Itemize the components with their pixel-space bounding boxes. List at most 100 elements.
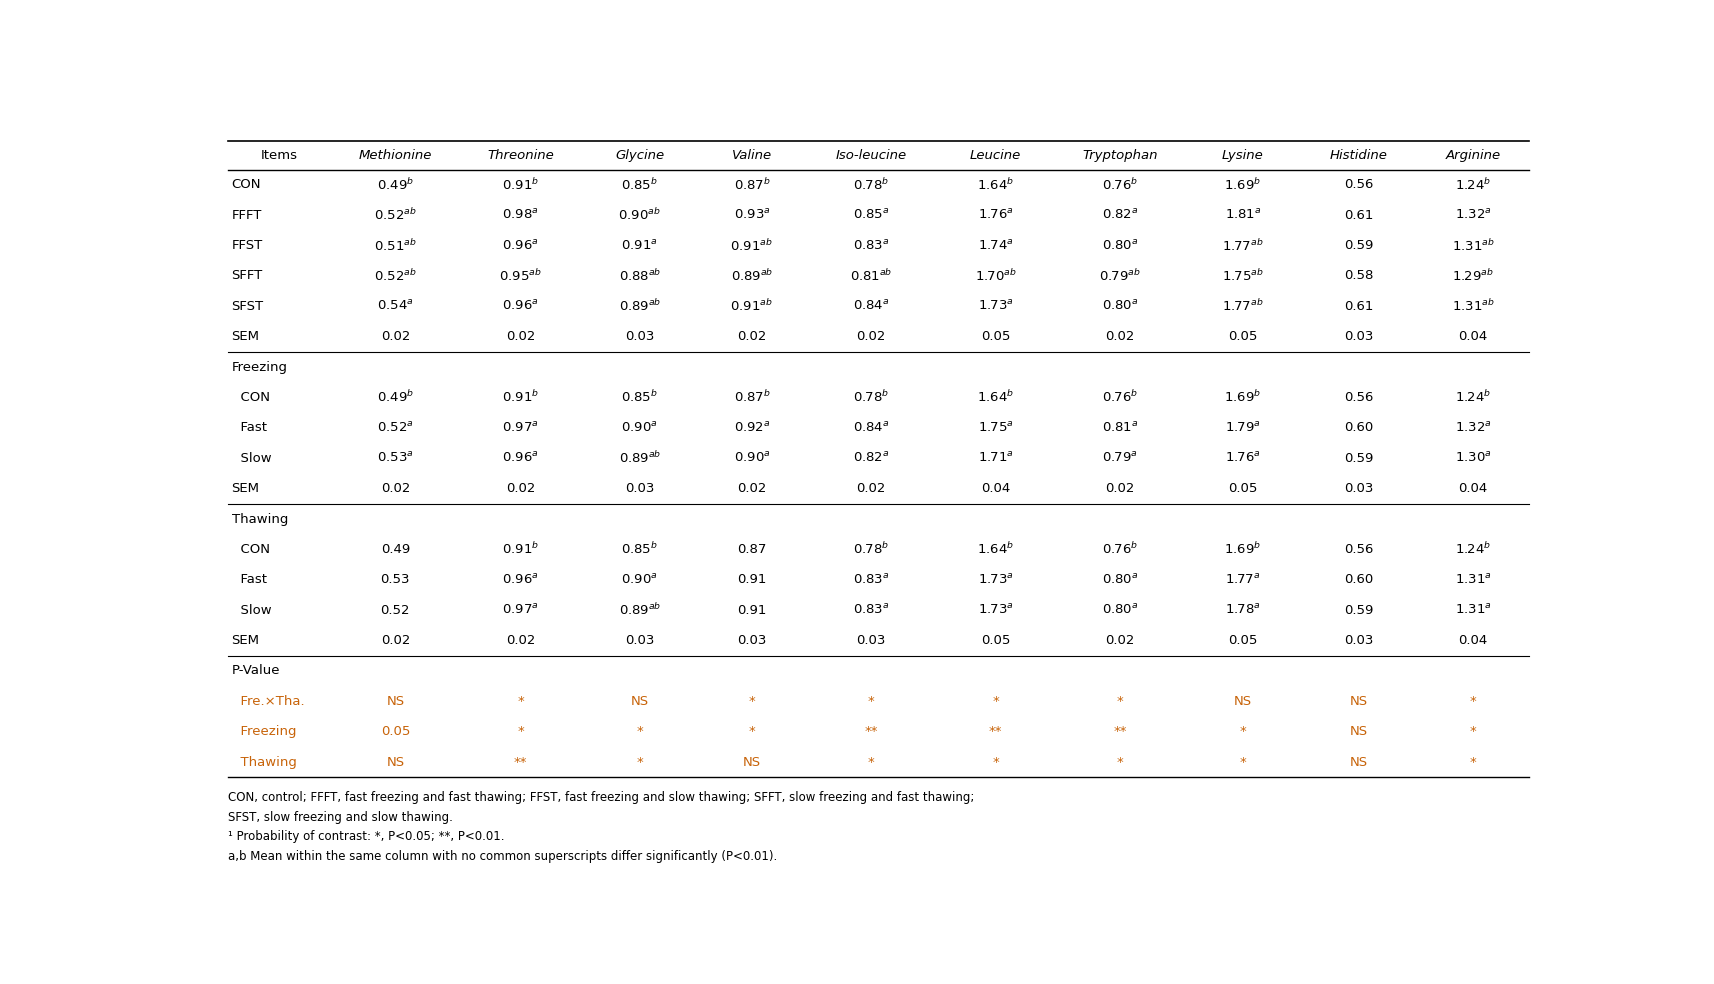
Text: 0.90$^{ab}$: 0.90$^{ab}$: [619, 208, 662, 223]
Text: 1.31$^{ab}$: 1.31$^{ab}$: [1452, 237, 1495, 254]
Text: 1.75$^{a}$: 1.75$^{a}$: [977, 421, 1013, 435]
Text: 0.91$^{b}$: 0.91$^{b}$: [502, 541, 538, 557]
Text: Methionine: Methionine: [358, 149, 432, 161]
Text: 0.49: 0.49: [381, 543, 410, 556]
Text: 1.77$^{ab}$: 1.77$^{ab}$: [1222, 298, 1263, 314]
Text: Tryptophan: Tryptophan: [1082, 149, 1157, 161]
Text: NS: NS: [1349, 756, 1368, 769]
Text: 0.56: 0.56: [1344, 178, 1373, 191]
Text: 0.02: 0.02: [506, 482, 535, 495]
Text: 0.03: 0.03: [1344, 331, 1373, 343]
Text: 0.03: 0.03: [626, 482, 655, 495]
Text: 0.83$^{a}$: 0.83$^{a}$: [854, 238, 890, 253]
Text: 0.85$^{b}$: 0.85$^{b}$: [622, 177, 658, 193]
Text: 0.78$^{b}$: 0.78$^{b}$: [854, 541, 890, 557]
Text: 0.02: 0.02: [1106, 482, 1135, 495]
Text: SEM: SEM: [231, 331, 259, 343]
Text: 0.03: 0.03: [737, 634, 766, 647]
Text: Lysine: Lysine: [1222, 149, 1263, 161]
Text: 0.05: 0.05: [980, 634, 1010, 647]
Text: 0.05: 0.05: [980, 331, 1010, 343]
Text: **: **: [864, 725, 878, 738]
Text: 1.32$^{a}$: 1.32$^{a}$: [1455, 209, 1491, 222]
Text: SFST: SFST: [231, 300, 264, 313]
Text: *: *: [636, 725, 643, 738]
Text: CON: CON: [231, 391, 269, 404]
Text: 1.77$^{a}$: 1.77$^{a}$: [1226, 573, 1260, 586]
Text: 0.78$^{b}$: 0.78$^{b}$: [854, 177, 890, 193]
Text: 0.91: 0.91: [737, 603, 766, 617]
Text: 1.70$^{ab}$: 1.70$^{ab}$: [975, 268, 1016, 284]
Text: **: **: [514, 756, 528, 769]
Text: *: *: [1469, 695, 1476, 707]
Text: 1.77$^{ab}$: 1.77$^{ab}$: [1222, 237, 1263, 254]
Text: 0.56: 0.56: [1344, 543, 1373, 556]
Text: 0.95$^{ab}$: 0.95$^{ab}$: [499, 268, 542, 284]
Text: FFFT: FFFT: [231, 209, 262, 221]
Text: ¹ Probability of contrast: *, P<0.05; **, P<0.01.: ¹ Probability of contrast: *, P<0.05; **…: [228, 830, 504, 843]
Text: 0.96$^{a}$: 0.96$^{a}$: [502, 299, 538, 313]
Text: SFST, slow freezing and slow thawing.: SFST, slow freezing and slow thawing.: [228, 811, 452, 824]
Text: 0.81$^{ab}$: 0.81$^{ab}$: [850, 268, 893, 284]
Text: Fast: Fast: [231, 421, 266, 434]
Text: 1.24$^{b}$: 1.24$^{b}$: [1455, 177, 1491, 193]
Text: 0.91$^{b}$: 0.91$^{b}$: [502, 177, 538, 193]
Text: 0.76$^{b}$: 0.76$^{b}$: [1102, 541, 1138, 557]
Text: 0.60: 0.60: [1344, 574, 1373, 586]
Text: *: *: [518, 725, 524, 738]
Text: 0.04: 0.04: [1459, 331, 1488, 343]
Text: 0.56: 0.56: [1344, 391, 1373, 404]
Text: 0.54$^{a}$: 0.54$^{a}$: [377, 299, 413, 313]
Text: 0.05: 0.05: [1229, 331, 1258, 343]
Text: 0.91: 0.91: [737, 574, 766, 586]
Text: 0.82$^{a}$: 0.82$^{a}$: [1102, 209, 1138, 222]
Text: 1.73$^{a}$: 1.73$^{a}$: [977, 299, 1013, 313]
Text: 0.89$^{ab}$: 0.89$^{ab}$: [619, 298, 662, 314]
Text: CON: CON: [231, 543, 269, 556]
Text: 0.78$^{b}$: 0.78$^{b}$: [854, 390, 890, 405]
Text: 1.24$^{b}$: 1.24$^{b}$: [1455, 541, 1491, 557]
Text: Fast: Fast: [231, 574, 266, 586]
Text: 0.04: 0.04: [980, 482, 1010, 495]
Text: 1.31$^{a}$: 1.31$^{a}$: [1455, 573, 1491, 586]
Text: 0.59: 0.59: [1344, 239, 1373, 252]
Text: 0.92$^{a}$: 0.92$^{a}$: [734, 421, 770, 435]
Text: 1.79$^{a}$: 1.79$^{a}$: [1226, 421, 1262, 435]
Text: 0.84$^{a}$: 0.84$^{a}$: [854, 299, 890, 313]
Text: 0.02: 0.02: [506, 331, 535, 343]
Text: P-Value: P-Value: [231, 664, 279, 677]
Text: Threonine: Threonine: [487, 149, 554, 161]
Text: 0.80$^{a}$: 0.80$^{a}$: [1102, 603, 1138, 617]
Text: 0.05: 0.05: [1229, 634, 1258, 647]
Text: 1.73$^{a}$: 1.73$^{a}$: [977, 603, 1013, 617]
Text: 0.85$^{b}$: 0.85$^{b}$: [622, 390, 658, 405]
Text: 0.02: 0.02: [1106, 634, 1135, 647]
Text: 0.89$^{ab}$: 0.89$^{ab}$: [619, 602, 662, 618]
Text: 0.88$^{ab}$: 0.88$^{ab}$: [619, 268, 662, 284]
Text: *: *: [1469, 725, 1476, 738]
Text: Fre.×Tha.: Fre.×Tha.: [231, 695, 303, 707]
Text: 1.76$^{a}$: 1.76$^{a}$: [1226, 452, 1262, 465]
Text: 1.64$^{b}$: 1.64$^{b}$: [977, 390, 1015, 405]
Text: 0.85$^{b}$: 0.85$^{b}$: [622, 541, 658, 557]
Text: 0.03: 0.03: [1344, 634, 1373, 647]
Text: 0.76$^{b}$: 0.76$^{b}$: [1102, 390, 1138, 405]
Text: 0.84$^{a}$: 0.84$^{a}$: [854, 421, 890, 435]
Text: 1.30$^{a}$: 1.30$^{a}$: [1455, 452, 1491, 465]
Text: 0.79$^{a}$: 0.79$^{a}$: [1102, 452, 1138, 465]
Text: 0.59: 0.59: [1344, 603, 1373, 617]
Text: *: *: [749, 695, 756, 707]
Text: 1.81$^{a}$: 1.81$^{a}$: [1226, 209, 1262, 222]
Text: 0.60: 0.60: [1344, 421, 1373, 434]
Text: 0.02: 0.02: [737, 331, 766, 343]
Text: 0.87$^{b}$: 0.87$^{b}$: [734, 390, 770, 405]
Text: 0.58: 0.58: [1344, 270, 1373, 282]
Text: 0.96$^{a}$: 0.96$^{a}$: [502, 573, 538, 586]
Text: 0.81$^{a}$: 0.81$^{a}$: [1102, 421, 1138, 435]
Text: 0.52: 0.52: [381, 603, 410, 617]
Text: *: *: [1239, 756, 1246, 769]
Text: 0.02: 0.02: [1106, 331, 1135, 343]
Text: 0.90$^{a}$: 0.90$^{a}$: [734, 452, 770, 465]
Text: FFST: FFST: [231, 239, 262, 252]
Text: SEM: SEM: [231, 482, 259, 495]
